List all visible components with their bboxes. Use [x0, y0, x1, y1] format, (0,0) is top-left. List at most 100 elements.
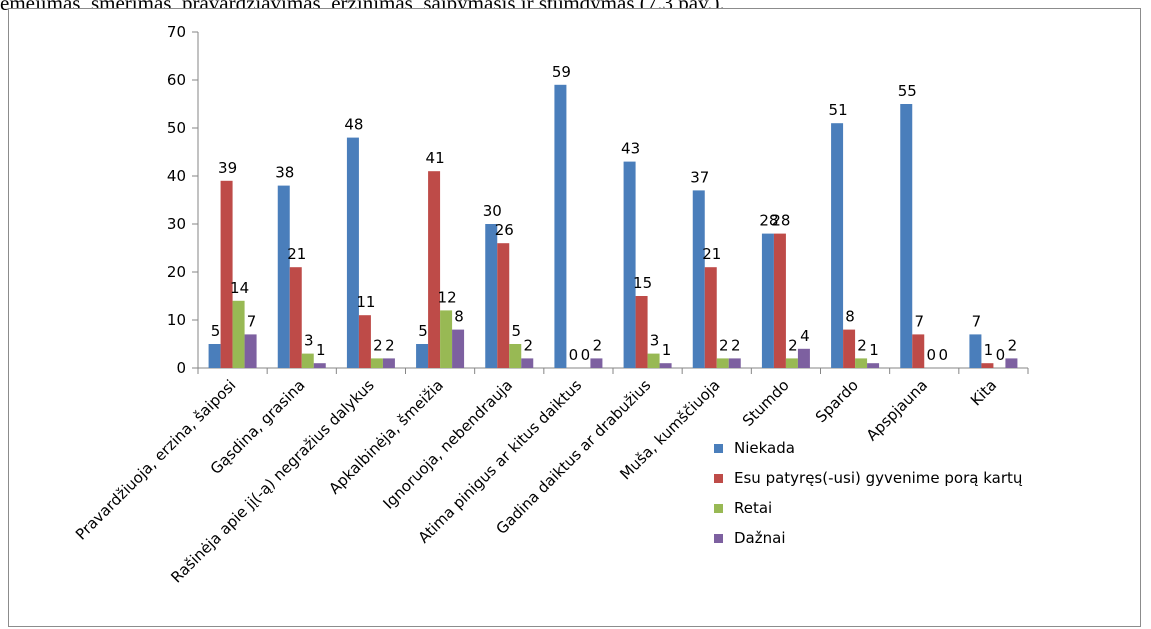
- data-label: 2: [731, 336, 741, 354]
- bar-esu-patyres-usi-gyvenime-pora-kartu: [220, 180, 233, 368]
- y-tick-label: 30: [167, 215, 186, 233]
- x-category-label: Stumdo: [739, 376, 793, 430]
- data-label: 0: [996, 346, 1006, 364]
- bar-niekada: [761, 233, 774, 368]
- bar-retai: [647, 353, 660, 368]
- bar-retai: [855, 358, 868, 368]
- data-label: 26: [495, 221, 514, 239]
- bar-daznai: [797, 348, 810, 368]
- bar-niekada: [900, 104, 913, 368]
- data-label: 3: [650, 332, 660, 350]
- bar-esu-patyres-usi-gyvenime-pora-kartu: [289, 267, 302, 368]
- legend-swatch-niekada: [714, 444, 723, 453]
- bar-esu-patyres-usi-gyvenime-pora-kartu: [428, 171, 441, 368]
- bar-niekada: [346, 137, 359, 368]
- data-label: 0: [938, 346, 948, 364]
- bar-esu-patyres-usi-gyvenime-pora-kartu: [358, 315, 371, 368]
- y-tick-label: 50: [167, 119, 186, 137]
- data-label: 38: [275, 164, 294, 182]
- data-label: 21: [702, 245, 721, 263]
- data-label: 15: [633, 274, 652, 292]
- bar-retai: [509, 344, 522, 368]
- data-label: 2: [1008, 336, 1018, 354]
- bar-daznai: [867, 363, 880, 368]
- bar-niekada: [416, 344, 429, 368]
- bar-retai: [440, 310, 453, 368]
- x-category-label: Kita: [967, 376, 1000, 409]
- bar-daznai: [1005, 358, 1018, 368]
- bar-esu-patyres-usi-gyvenime-pora-kartu: [497, 243, 510, 368]
- data-label: 41: [426, 149, 445, 167]
- data-label: 14: [230, 279, 249, 297]
- y-tick-label: 0: [176, 359, 186, 377]
- bar-retai: [232, 300, 245, 368]
- bar-niekada: [623, 161, 636, 368]
- bar-esu-patyres-usi-gyvenime-pora-kartu: [981, 363, 994, 368]
- data-label: 51: [829, 101, 848, 119]
- data-label: 5: [511, 322, 521, 340]
- bar-daznai: [313, 363, 326, 368]
- data-label: 30: [483, 202, 502, 220]
- chart-frame: 0 10 20 30 40 50 60 70 5 39 14 7 Pravardžiuoja, erzi…: [8, 8, 1141, 627]
- legend-swatch-retai: [714, 504, 723, 513]
- bar-retai: [301, 353, 314, 368]
- bar-retai: [370, 358, 383, 368]
- data-label: 2: [719, 336, 729, 354]
- data-label: 12: [438, 288, 457, 306]
- data-label: 43: [621, 140, 640, 158]
- bar-niekada: [277, 185, 290, 368]
- bar-esu-patyres-usi-gyvenime-pora-kartu: [912, 334, 925, 368]
- data-label: 11: [356, 293, 375, 311]
- data-label: 55: [898, 82, 917, 100]
- y-tick-label: 40: [167, 167, 186, 185]
- bar-daznai: [590, 358, 603, 368]
- data-label: 1: [316, 341, 326, 359]
- bar-esu-patyres-usi-gyvenime-pora-kartu: [773, 233, 786, 368]
- legend-swatch-daznai: [714, 534, 723, 543]
- x-category-label: Ignoruoja, nebendrauja: [380, 376, 517, 513]
- y-tick-label: 20: [167, 263, 186, 281]
- bar-retai: [716, 358, 729, 368]
- legend-swatch-esu-patyres-usi-gyvenime-pora-kartu: [714, 474, 723, 483]
- legend-label: Esu patyręs(-usi) gyvenime porą kartų: [734, 469, 1023, 487]
- data-label: 7: [972, 312, 982, 330]
- x-category-label: Apkalbinėja, šmeižia: [325, 376, 447, 498]
- data-label: 1: [662, 341, 672, 359]
- bar-daznai: [659, 363, 672, 368]
- bar-daznai: [452, 329, 465, 368]
- bar-esu-patyres-usi-gyvenime-pora-kartu: [635, 296, 648, 368]
- bar-daznai: [382, 358, 395, 368]
- data-label: 4: [800, 327, 810, 345]
- data-label: 0: [569, 346, 579, 364]
- bar-esu-patyres-usi-gyvenime-pora-kartu: [704, 267, 717, 368]
- data-label: 21: [287, 245, 306, 263]
- bar-niekada: [969, 334, 982, 368]
- bar-niekada: [208, 344, 221, 368]
- y-tick-label: 70: [167, 23, 186, 41]
- data-label: 28: [771, 212, 790, 230]
- data-label: 37: [690, 168, 709, 186]
- y-tick-label: 60: [167, 71, 186, 89]
- x-category-label: Apspjauna: [863, 376, 931, 444]
- data-label: 2: [373, 336, 383, 354]
- data-label: 39: [218, 159, 237, 177]
- legend-label: Niekada: [734, 439, 795, 457]
- bar-niekada: [831, 123, 844, 368]
- data-label: 48: [344, 116, 363, 134]
- data-label: 5: [211, 322, 221, 340]
- data-label: 28: [759, 212, 778, 230]
- bar-daznai: [244, 334, 257, 368]
- data-label: 2: [523, 336, 533, 354]
- data-label: 2: [788, 336, 798, 354]
- data-label: 2: [385, 336, 395, 354]
- data-label: 1: [984, 341, 994, 359]
- y-tick-label: 10: [167, 311, 186, 329]
- data-label: 0: [926, 346, 936, 364]
- legend-label: Retai: [734, 499, 772, 517]
- data-label: 1: [869, 341, 879, 359]
- data-label: 7: [914, 312, 924, 330]
- data-label: 7: [247, 312, 257, 330]
- bar-daznai: [728, 358, 741, 368]
- data-label: 5: [418, 322, 428, 340]
- data-label: 3: [304, 332, 314, 350]
